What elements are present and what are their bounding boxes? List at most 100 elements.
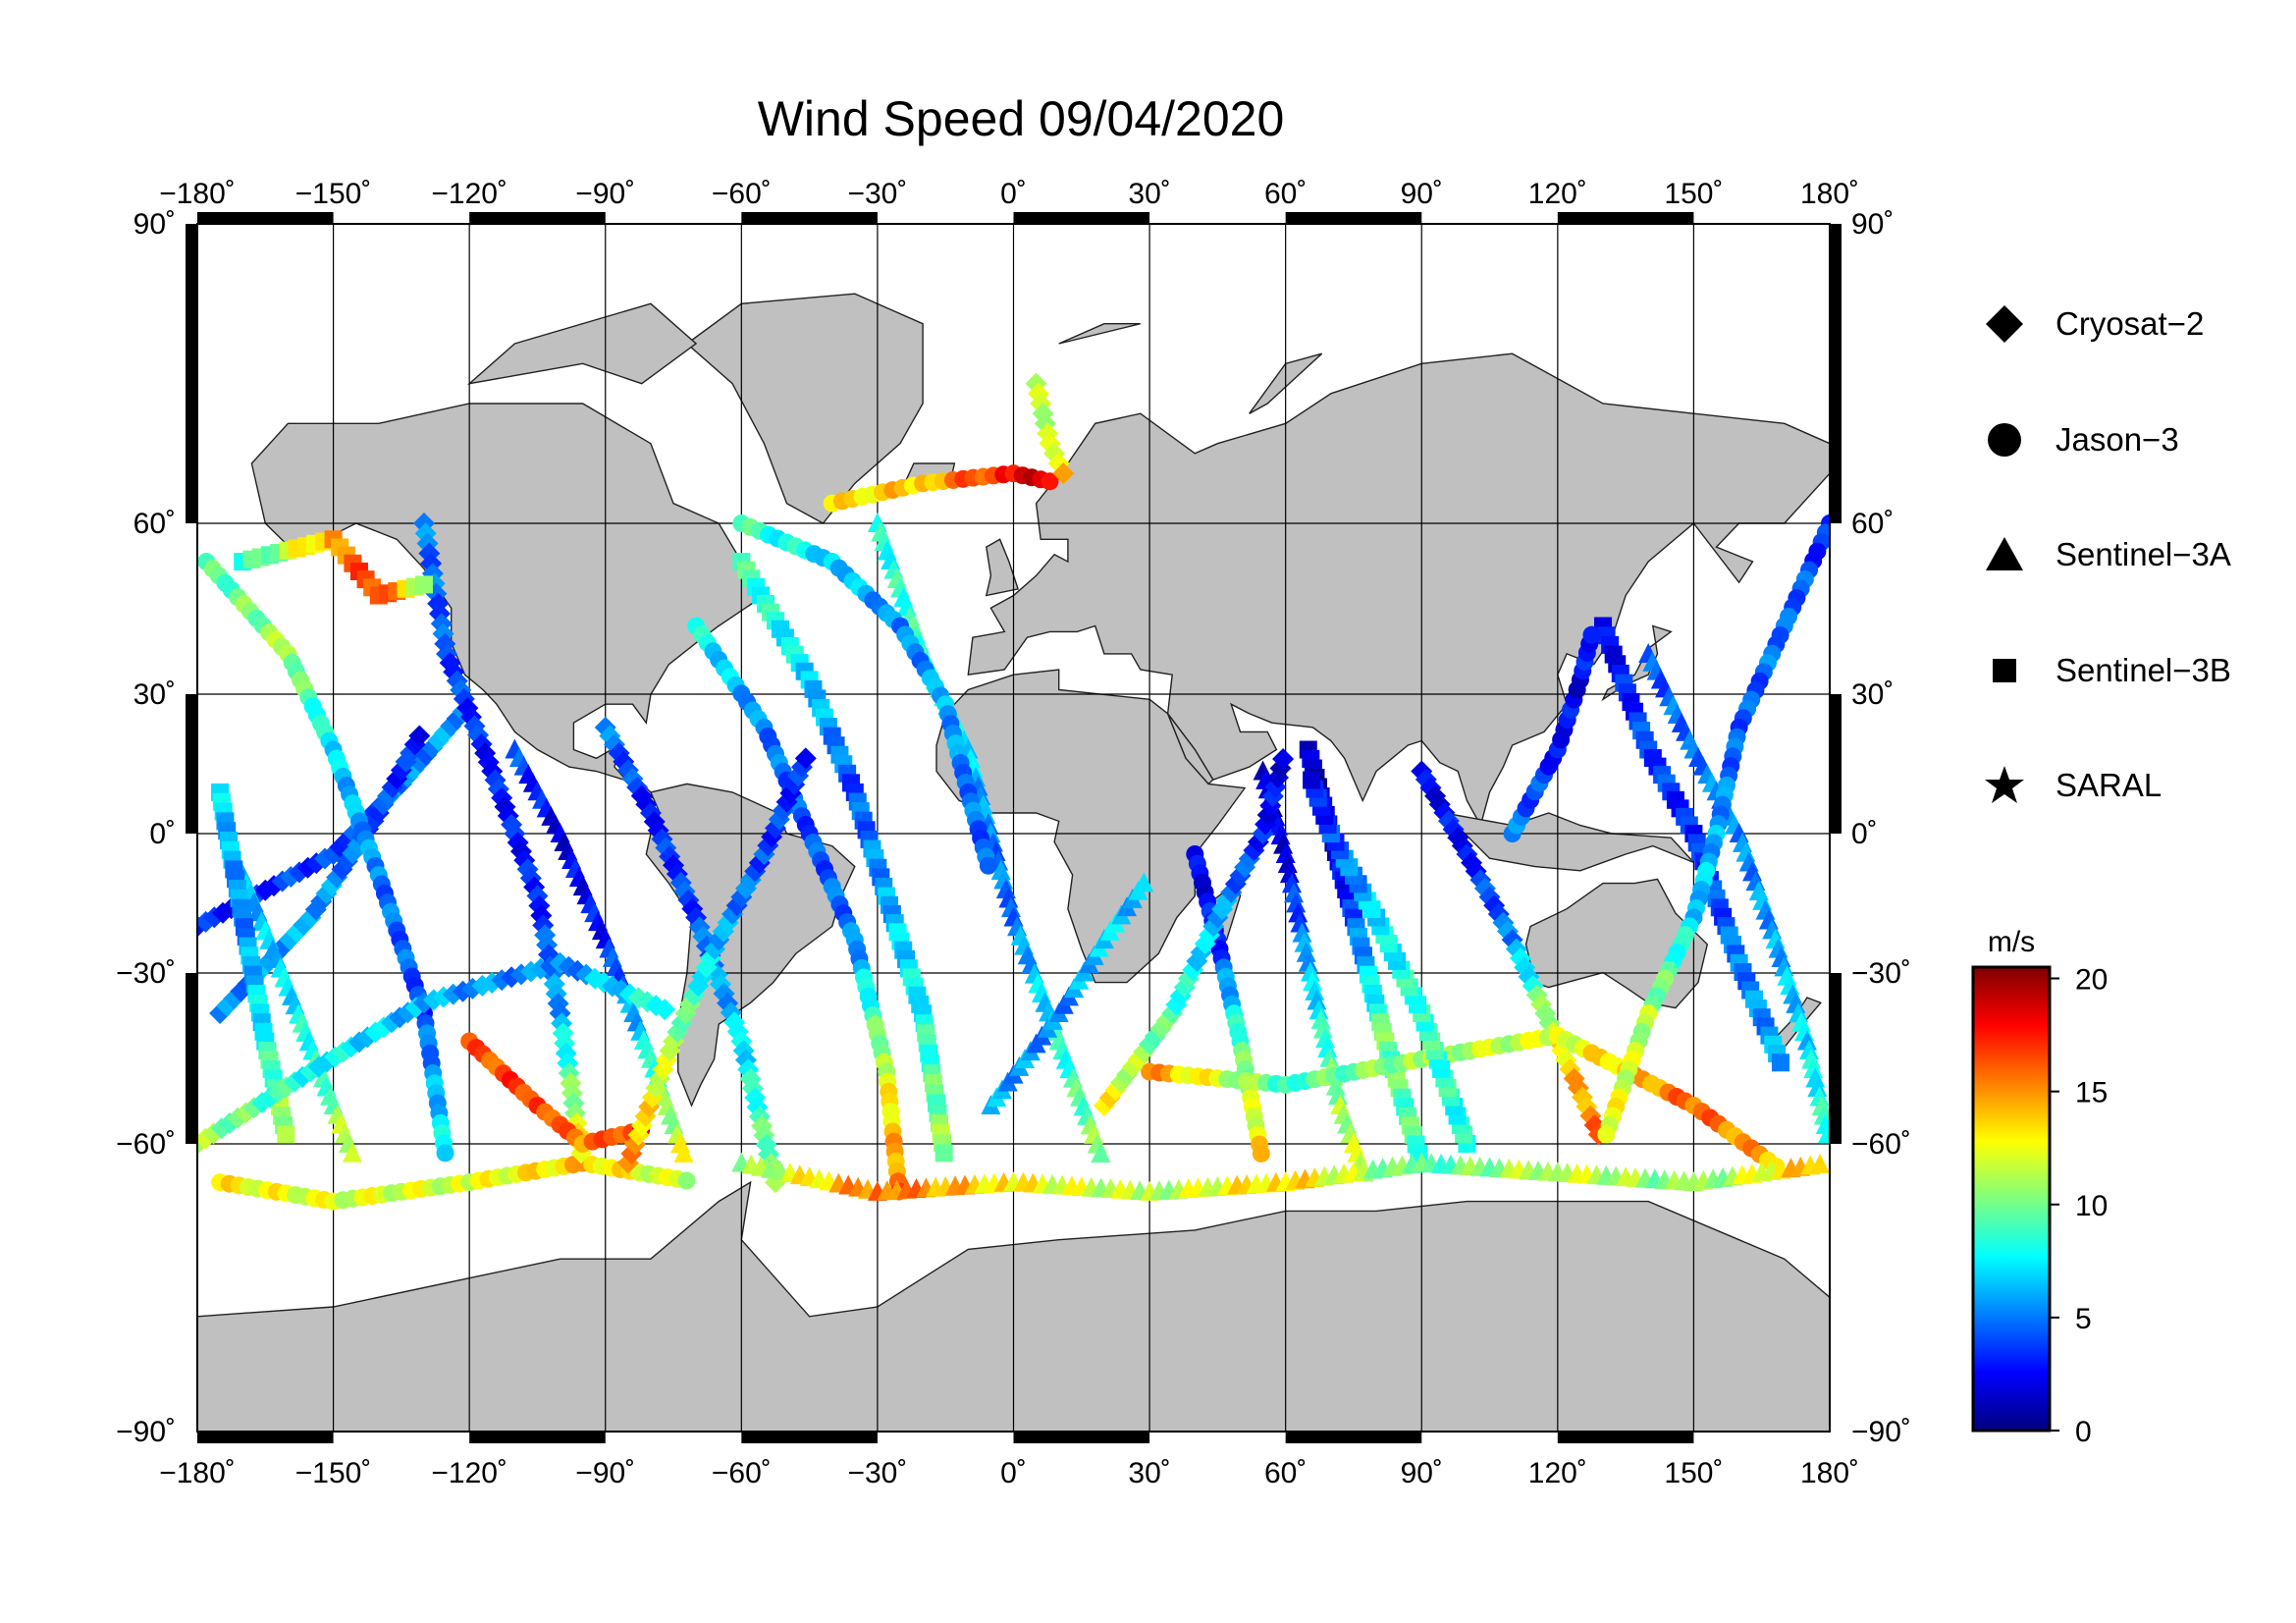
bottom-frame-band — [1285, 1432, 1422, 1443]
sentinel3a-track-point — [1319, 1047, 1340, 1067]
cryosat2-track-point — [481, 760, 504, 783]
axis-tick-labels: −180˚ −180˚ −150˚ −150˚ −120˚ −120˚ −90˚ −90˚ −6… — [116, 178, 1911, 1489]
top-frame-band — [741, 212, 878, 224]
jason3-track-point — [1597, 1125, 1616, 1144]
top-frame-band — [1285, 212, 1422, 224]
cryosat2-track-point — [397, 1001, 419, 1024]
right-lat-tick-label: 60˚ — [1851, 508, 1894, 540]
star-icon — [1983, 764, 2026, 807]
bottom-frame-band — [1013, 1432, 1150, 1443]
legend-item: Sentinel−3B — [1983, 641, 2231, 700]
colorbar-unit-label: m/s — [1988, 926, 2035, 958]
sentinel3a-track-point — [1290, 912, 1310, 933]
jason3-track-point — [1252, 1144, 1270, 1163]
right-lat-tick-label: −30˚ — [1851, 957, 1911, 990]
top-lon-tick-label: −120˚ — [431, 178, 507, 210]
bottom-lon-tick-label: −150˚ — [295, 1457, 372, 1489]
sentinel3b-track-point — [414, 575, 433, 594]
colorbar-tick-label: 10 — [2075, 1190, 2108, 1222]
left-frame-band — [186, 973, 197, 1144]
bottom-frame-band — [741, 1432, 878, 1443]
diamond-icon — [1983, 302, 2026, 346]
bottom-lon-tick-label: 90˚ — [1401, 1457, 1443, 1489]
cryosat2-track-point — [491, 786, 513, 809]
top-lon-tick-label: 180˚ — [1800, 178, 1859, 210]
left-lat-tick-label: −30˚ — [116, 957, 176, 990]
sentinel3a-track-point — [1315, 1028, 1336, 1049]
sentinel3a-track-point — [1317, 1037, 1338, 1057]
top-lon-tick-label: −60˚ — [712, 178, 772, 210]
right-frame-band — [1830, 694, 1842, 834]
sentinel3a-track-point — [1275, 842, 1296, 863]
sentinel3a-track-point — [1796, 1030, 1817, 1051]
map-frame — [186, 212, 1842, 1443]
sentinel3a-track-point — [1292, 922, 1312, 943]
colorbar-tick-label: 20 — [2075, 964, 2108, 997]
top-lon-tick-label: 120˚ — [1528, 178, 1587, 210]
sentinel3a-track-point — [673, 1142, 694, 1163]
top-lon-tick-label: 0˚ — [1000, 178, 1027, 210]
sentinel3a-track-point — [1305, 980, 1325, 1001]
bottom-lon-tick-label: −120˚ — [431, 1457, 507, 1489]
sentinel3a-track-point — [1817, 1123, 1830, 1144]
top-lon-tick-label: −90˚ — [575, 178, 635, 210]
cryosat2-track-point — [491, 969, 513, 992]
legend-label: Sentinel−3A — [2056, 536, 2231, 572]
cryosat2-track-point — [197, 1127, 217, 1150]
cryosat2-track-point — [408, 725, 431, 747]
legend-item: Cryosat−2 — [1983, 295, 2204, 353]
top-lon-tick-label: 30˚ — [1128, 178, 1170, 210]
sentinel3a-track-point — [1298, 951, 1318, 972]
legend-label: Sentinel−3B — [2056, 652, 2231, 688]
right-frame-band — [1830, 224, 1842, 523]
legend-item: Sentinel−3A — [1983, 525, 2231, 584]
top-frame-band — [469, 212, 606, 224]
sentinel3a-track-point — [1801, 1049, 1822, 1069]
cryosat2-track-point — [481, 972, 504, 995]
arabia-horn-gap-land — [1166, 713, 1214, 785]
left-frame-band — [186, 224, 197, 523]
svalbard-land — [1058, 323, 1141, 345]
right-lat-tick-label: 30˚ — [1851, 678, 1894, 711]
left-lat-tick-label: −60˚ — [116, 1128, 176, 1161]
cryosat2-track-point — [794, 747, 817, 770]
jason3-track-point — [436, 1144, 454, 1163]
sentinel3a-track-point — [1805, 1067, 1826, 1088]
sentinel3a-track-point — [1296, 942, 1316, 962]
top-frame-band — [197, 212, 334, 224]
sentinel3a-track-point — [1810, 1153, 1830, 1173]
legend-label: SARAL — [2056, 767, 2163, 803]
satellite-tracks — [197, 372, 1830, 1211]
bottom-lon-tick-label: −60˚ — [712, 1457, 772, 1489]
jason3-track-point — [979, 856, 997, 875]
sentinel3a-track-point — [1294, 932, 1314, 952]
bottom-frame-band — [1557, 1432, 1694, 1443]
sentinel3a-track-point — [1312, 1018, 1333, 1039]
colorbar-tick-label: 15 — [2075, 1077, 2108, 1109]
bottom-lon-tick-label: 30˚ — [1128, 1457, 1170, 1489]
cryosat2-track-point — [1052, 462, 1075, 485]
chart-title: Wind Speed 09/04/2020 — [757, 91, 1285, 146]
uk-land — [985, 538, 1020, 597]
left-frame-band — [186, 694, 197, 834]
sentinel3a-track-point — [1281, 873, 1302, 893]
bottom-lon-tick-label: −180˚ — [159, 1457, 236, 1489]
right-lat-tick-label: 90˚ — [1851, 208, 1894, 241]
colorbar-tick-label: 0 — [2075, 1416, 2092, 1448]
bottom-frame-band — [197, 1432, 334, 1443]
bottom-lon-tick-label: −90˚ — [575, 1457, 635, 1489]
bottom-lon-tick-label: 0˚ — [1000, 1457, 1027, 1489]
top-lon-tick-label: −30˚ — [847, 178, 907, 210]
top-lon-tick-label: 90˚ — [1401, 178, 1443, 210]
legend-item: Jason−3 — [1983, 410, 2179, 469]
sentinel3a-track-point — [1091, 1142, 1111, 1163]
sentinel3a-track-point — [1307, 990, 1327, 1010]
sentinel3a-track-point — [1310, 1008, 1331, 1029]
colorbar-tick-label: 5 — [2075, 1303, 2092, 1335]
bottom-lon-tick-label: −30˚ — [847, 1457, 907, 1489]
legend-label: Cryosat−2 — [2056, 305, 2205, 342]
square-icon — [1983, 649, 2026, 692]
sentinel3b-track-point — [1771, 1054, 1789, 1072]
